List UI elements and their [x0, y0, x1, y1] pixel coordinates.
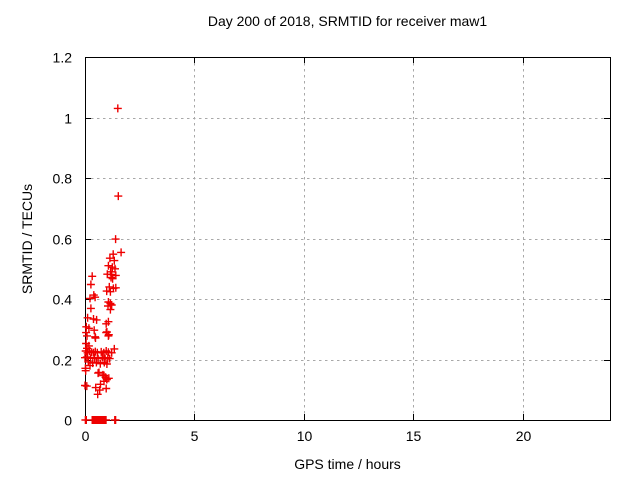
x-tick-label: 5	[191, 428, 199, 444]
x-tick-label: 20	[516, 428, 532, 444]
chart-title: Day 200 of 2018, SRMTID for receiver maw…	[207, 13, 488, 29]
y-tick-label: 1	[64, 111, 72, 127]
tick-labels: 0 5 10 15 20 0 0.2 0.4 0.6 0.8 1 1.2	[53, 50, 532, 445]
y-tick-label: 0	[64, 413, 72, 429]
x-tick-label: 0	[82, 428, 90, 444]
plot-border	[85, 57, 611, 421]
x-tick-label: 10	[297, 428, 313, 444]
y-tick-label: 0.2	[53, 353, 73, 369]
y-tick-label: 0.6	[53, 232, 73, 248]
axis-ticks	[85, 57, 610, 421]
x-axis-label: GPS time / hours	[294, 456, 401, 472]
y-tick-label: 0.4	[53, 292, 73, 308]
scatter-points	[81, 104, 126, 424]
y-tick-label: 0.8	[53, 171, 73, 187]
x-tick-label: 15	[406, 428, 422, 444]
y-tick-label: 1.2	[53, 50, 73, 66]
series-markers	[81, 104, 126, 424]
gridlines	[85, 57, 610, 420]
